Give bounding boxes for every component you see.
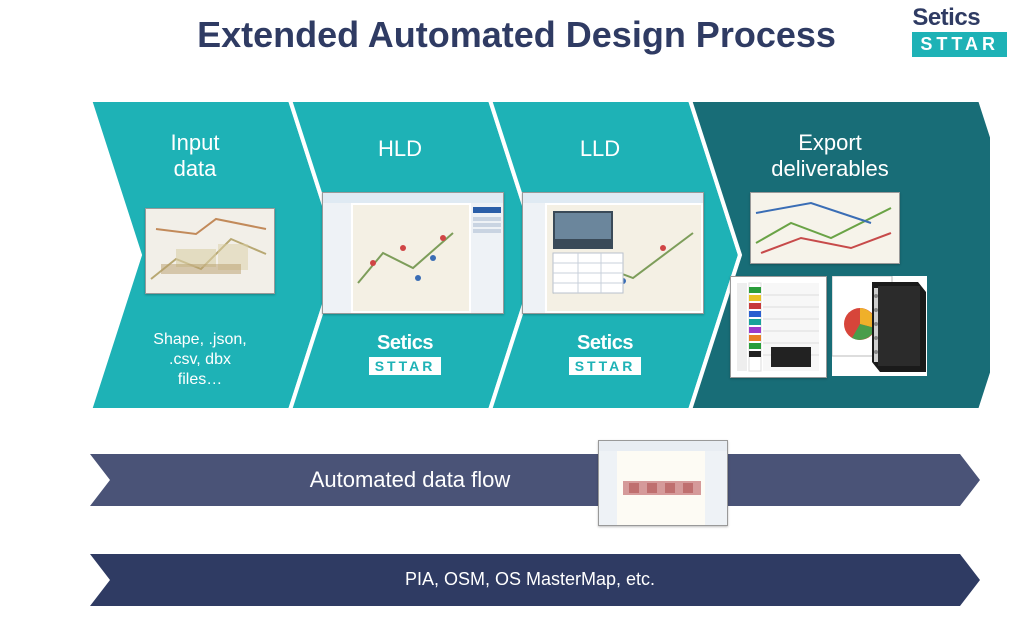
- chevron-input-title: Input data: [110, 130, 280, 183]
- bar-automated-flow: Automated data flow: [90, 450, 985, 510]
- process-chevrons: Input data Shape, .json, .csv, dbx files…: [90, 100, 990, 420]
- chevron-hld-title: HLD: [320, 136, 480, 162]
- chevron-export-thumb-map: [750, 192, 900, 264]
- brand-sub: STTAR: [912, 32, 1007, 57]
- chevron-export-title: Export deliverables: [730, 130, 930, 183]
- chevron-lld-logo: Setics STTAR: [545, 332, 665, 376]
- brand-sub-mini: STTAR: [369, 357, 442, 375]
- brand-name-mini2: Setics: [545, 332, 665, 355]
- page-root: Extended Automated Design Process Setics…: [0, 0, 1033, 628]
- brand-sub-mini2: STTAR: [569, 357, 642, 375]
- bar-basemaps: PIA, OSM, OS MasterMap, etc.: [90, 550, 985, 610]
- chevron-export-thumb-table: [730, 276, 827, 378]
- chevron-hld-logo: Setics STTAR: [345, 332, 465, 376]
- chevron-input-subtitle: Shape, .json, .csv, dbx files…: [125, 330, 275, 390]
- chevron-hld-thumb: [322, 192, 504, 314]
- page-title: Extended Automated Design Process: [0, 14, 1033, 56]
- bar-basemaps-label: PIA, OSM, OS MasterMap, etc.: [90, 569, 970, 590]
- chevron-lld-thumb: [522, 192, 704, 314]
- chevron-input-thumb: [145, 208, 275, 294]
- brand-logo-top-right: Setics STTAR: [912, 6, 1007, 57]
- brand-name-mini: Setics: [345, 332, 465, 355]
- chevron-lld-title: LLD: [520, 136, 680, 162]
- chevron-export-thumb-binder: [832, 276, 927, 376]
- bar-automated-flow-thumb: [598, 440, 728, 526]
- brand-name: Setics: [912, 6, 1007, 30]
